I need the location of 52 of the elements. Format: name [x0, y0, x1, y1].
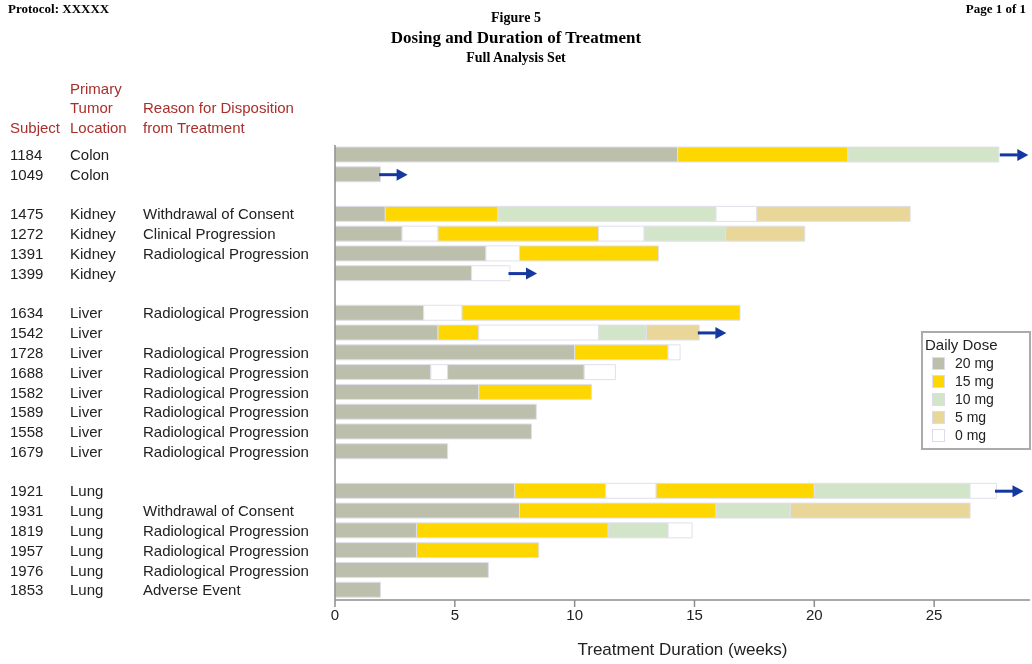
category-label: 1475 Kidney Withdrawal of Consent	[10, 205, 294, 223]
point	[1017, 148, 1029, 161]
text: Primary Tumor Location	[70, 78, 128, 137]
category-label: 1634 Liver Radiological Progression	[10, 304, 309, 322]
category-label: 1728 Liver Radiological Progression	[10, 343, 309, 361]
category-label: 1931 Lung Withdrawal of Consent	[10, 502, 294, 520]
x-tick-label: 0	[330, 605, 340, 623]
bar	[335, 166, 382, 183]
x-tick-label: 15	[686, 605, 703, 623]
legend-label: 0 mg	[955, 427, 987, 443]
category-label: 1819 Lung Radiological Progression	[10, 522, 309, 540]
legend-title: Daily Dose	[925, 335, 999, 354]
text: Page 1 of 1	[965, 1, 1026, 17]
text: Reason for Disposition from Treatment	[143, 98, 295, 137]
legend-label: 20 mg	[955, 355, 994, 371]
legend-label: 15 mg	[955, 373, 994, 389]
category-label: 1921 Lung	[10, 482, 104, 500]
text: Subject	[10, 117, 61, 137]
category-label: 1589 Liver Radiological Progression	[10, 403, 309, 421]
bar	[335, 581, 382, 598]
category-label: 1272 Kidney Clinical Progression	[10, 225, 276, 243]
x-tick-label: 5	[450, 605, 459, 623]
x-tick-label: 20	[805, 605, 823, 623]
category-label: 1582 Liver Radiological Progression	[10, 383, 309, 401]
chart-subtitle: Full Analysis Set	[465, 50, 567, 66]
category-label: 1542 Liver	[10, 324, 103, 342]
legend-label: 10 mg	[955, 391, 994, 407]
point	[715, 326, 727, 339]
category-label: 1391 Kidney Radiological Progression	[10, 245, 309, 263]
category-label: 1679 Liver Radiological Progression	[10, 442, 309, 460]
category-label: 1957 Lung Radiological Progression	[10, 541, 309, 559]
x-axis-title: Treatment Duration (weeks)	[577, 640, 788, 659]
bar	[335, 561, 489, 578]
bar	[335, 443, 449, 460]
point	[526, 267, 538, 280]
legend-label: 5 mg	[955, 409, 987, 425]
x-tick-label: 25	[925, 605, 943, 623]
category-label: 1976 Lung Radiological Progression	[10, 561, 309, 579]
bar	[335, 403, 537, 420]
bar	[335, 423, 533, 440]
point	[396, 168, 408, 181]
category-label: 1049 Colon	[10, 165, 110, 183]
category-label: 1853 Lung Adverse Event	[10, 581, 241, 599]
category-label: 1558 Liver Radiological Progression	[10, 423, 309, 441]
text: Protocol: XXXXX	[8, 1, 110, 17]
category-label: 1399 Kidney	[10, 264, 116, 282]
category-label: 1184 Colon	[10, 146, 110, 164]
category-label: 1688 Liver Radiological Progression	[10, 363, 309, 381]
x-tick-label: 10	[566, 605, 583, 623]
point	[1012, 485, 1024, 498]
chart-title: Dosing and Duration of Treatment	[389, 28, 643, 48]
caption: Figure 5	[491, 10, 541, 25]
